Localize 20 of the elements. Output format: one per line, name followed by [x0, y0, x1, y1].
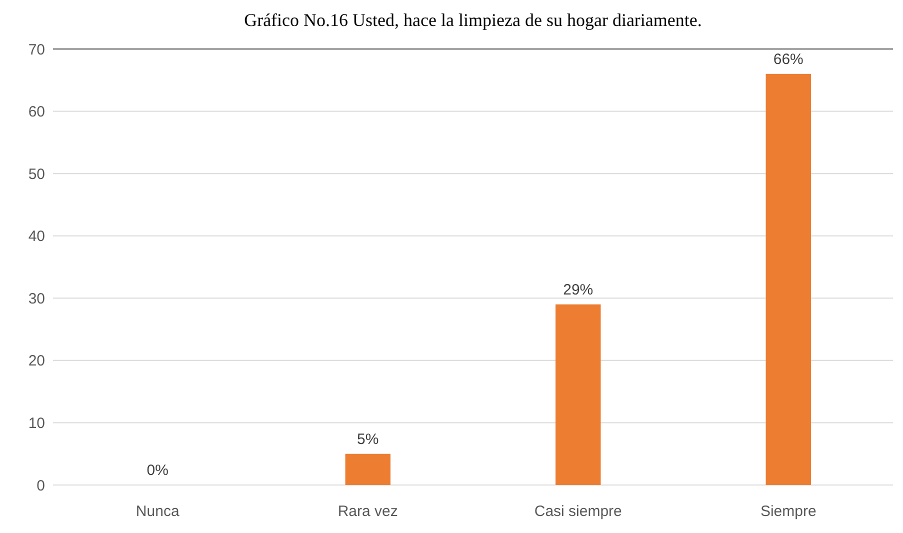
x-tick-label: Siempre	[760, 503, 816, 520]
data-label: 0%	[146, 462, 168, 479]
x-tick-label: Rara vez	[338, 503, 398, 520]
x-tick-label: Nunca	[136, 503, 180, 520]
bar	[556, 304, 601, 485]
data-label: 29%	[563, 281, 594, 298]
data-label: 5%	[357, 430, 379, 448]
y-tick-label: 10	[28, 414, 45, 432]
y-tick-label: 50	[28, 166, 45, 183]
y-tick-label: 60	[28, 104, 45, 121]
y-tick-label: 30	[28, 290, 45, 308]
y-tick-label: 40	[28, 228, 45, 246]
bar	[345, 454, 390, 485]
x-tick-label: Casi siempre	[534, 503, 622, 520]
y-tick-label: 0	[36, 477, 45, 494]
y-tick-label: 70	[28, 41, 45, 58]
chart-title: Gráfico No.16 Usted, hace la limpieza de su hogar diariamente.	[244, 10, 702, 30]
y-tick-label: 20	[28, 352, 45, 370]
data-label: 66%	[773, 50, 804, 68]
bar	[766, 74, 811, 485]
